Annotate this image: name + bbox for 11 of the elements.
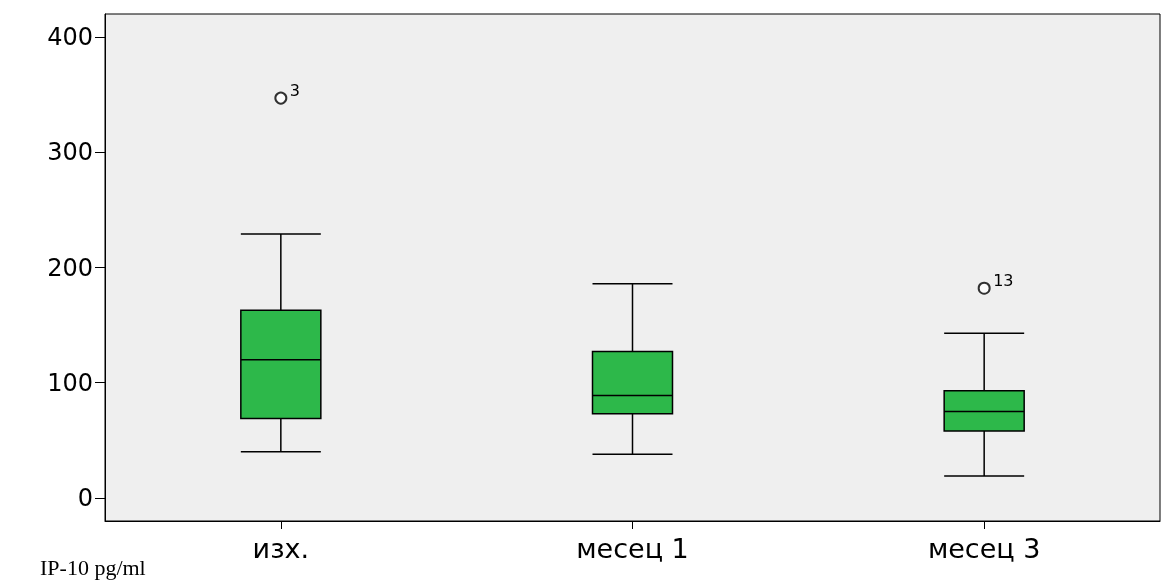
x-tick-label: изх. — [252, 533, 310, 564]
y-tick-label: 200 — [47, 253, 93, 282]
y-tick-label: 300 — [47, 138, 93, 167]
x-tick-label: месец 3 — [927, 533, 1041, 564]
y-tick-label: 100 — [47, 368, 93, 397]
annotation: 3 — [289, 80, 301, 100]
x-tick-label: месец 1 — [576, 533, 689, 564]
y-axis-title: IP-10 pg/ml — [40, 554, 146, 580]
y-tick-label: 0 — [77, 483, 93, 512]
y-tick-label: 400 — [47, 23, 93, 52]
annotation: 13 — [993, 270, 1014, 290]
